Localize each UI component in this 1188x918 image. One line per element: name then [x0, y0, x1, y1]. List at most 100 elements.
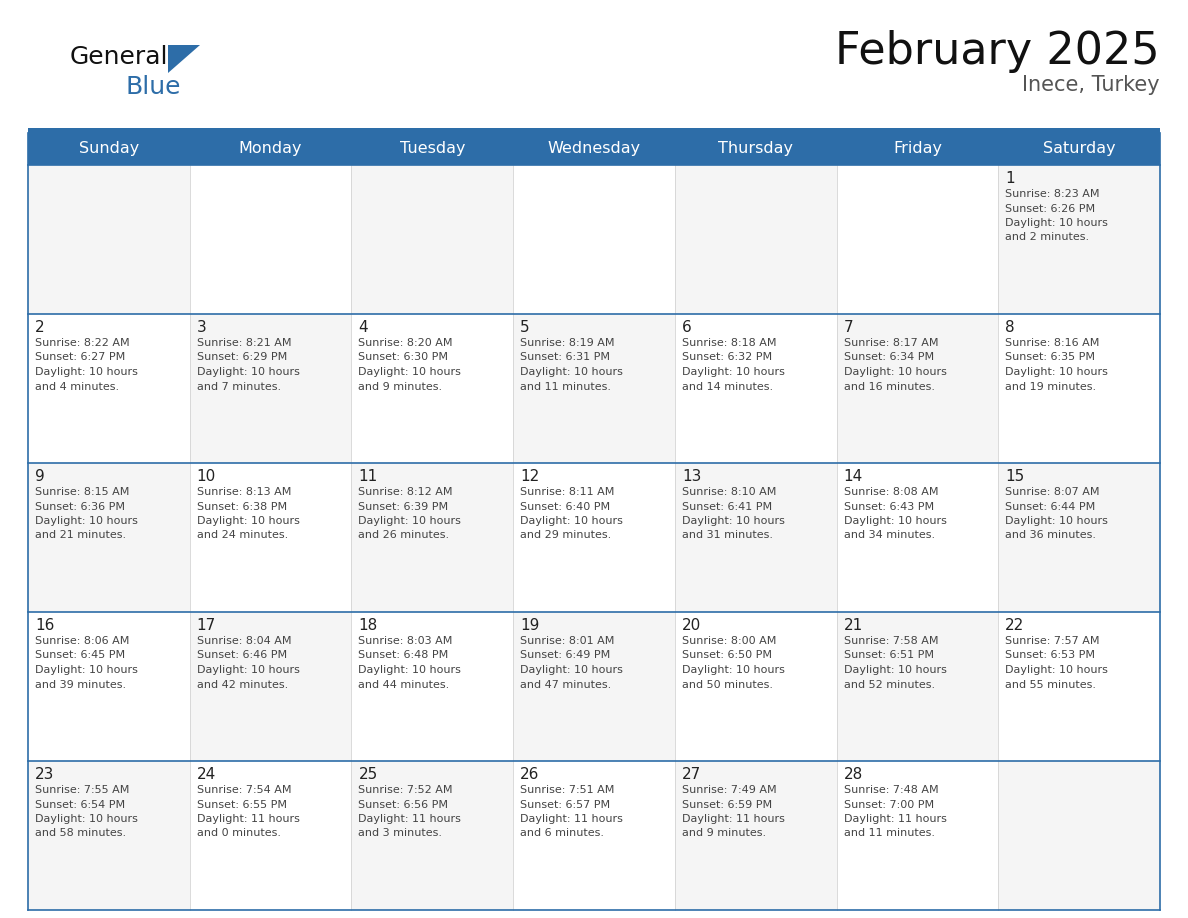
- Bar: [513, 314, 675, 463]
- Bar: [29, 612, 190, 761]
- Text: 1: 1: [1005, 171, 1015, 186]
- Bar: [998, 463, 1159, 612]
- Text: Sunset: 6:56 PM: Sunset: 6:56 PM: [359, 800, 448, 810]
- Text: Daylight: 10 hours: Daylight: 10 hours: [34, 814, 138, 824]
- Text: Sunset: 6:54 PM: Sunset: 6:54 PM: [34, 800, 125, 810]
- Text: 6: 6: [682, 320, 691, 335]
- Text: Daylight: 10 hours: Daylight: 10 hours: [843, 665, 947, 675]
- Text: Inece, Turkey: Inece, Turkey: [1023, 75, 1159, 95]
- Text: 4: 4: [359, 320, 368, 335]
- Bar: [513, 761, 675, 910]
- Text: and 52 minutes.: and 52 minutes.: [843, 679, 935, 689]
- Text: Sunset: 6:38 PM: Sunset: 6:38 PM: [197, 501, 286, 511]
- Text: Sunset: 6:30 PM: Sunset: 6:30 PM: [359, 353, 448, 363]
- Text: and 31 minutes.: and 31 minutes.: [682, 531, 773, 541]
- Text: General: General: [70, 45, 169, 69]
- Text: Daylight: 10 hours: Daylight: 10 hours: [359, 367, 461, 377]
- Text: Wednesday: Wednesday: [548, 141, 640, 156]
- Bar: [29, 314, 190, 463]
- Text: and 7 minutes.: and 7 minutes.: [197, 382, 280, 391]
- Text: and 21 minutes.: and 21 minutes.: [34, 531, 126, 541]
- Text: Thursday: Thursday: [719, 141, 794, 156]
- Text: 21: 21: [843, 618, 862, 633]
- Text: and 29 minutes.: and 29 minutes.: [520, 531, 612, 541]
- Bar: [998, 165, 1159, 314]
- Text: 22: 22: [1005, 618, 1024, 633]
- Text: Sunrise: 7:49 AM: Sunrise: 7:49 AM: [682, 785, 777, 795]
- Text: Daylight: 10 hours: Daylight: 10 hours: [1005, 665, 1108, 675]
- Text: Sunset: 6:35 PM: Sunset: 6:35 PM: [1005, 353, 1095, 363]
- Text: Sunrise: 8:20 AM: Sunrise: 8:20 AM: [359, 338, 453, 348]
- Text: 12: 12: [520, 469, 539, 484]
- Text: 26: 26: [520, 767, 539, 782]
- Text: Daylight: 11 hours: Daylight: 11 hours: [197, 814, 299, 824]
- Text: and 16 minutes.: and 16 minutes.: [843, 382, 935, 391]
- Polygon shape: [168, 45, 200, 73]
- Bar: [29, 133, 1159, 165]
- Text: Daylight: 11 hours: Daylight: 11 hours: [682, 814, 785, 824]
- Text: and 11 minutes.: and 11 minutes.: [843, 829, 935, 838]
- Text: Sunrise: 8:22 AM: Sunrise: 8:22 AM: [34, 338, 129, 348]
- Text: Daylight: 10 hours: Daylight: 10 hours: [197, 516, 299, 526]
- Text: Sunrise: 8:06 AM: Sunrise: 8:06 AM: [34, 636, 129, 646]
- Text: 5: 5: [520, 320, 530, 335]
- Bar: [675, 314, 836, 463]
- Text: Sunrise: 8:18 AM: Sunrise: 8:18 AM: [682, 338, 776, 348]
- Text: 13: 13: [682, 469, 701, 484]
- Text: Sunrise: 8:13 AM: Sunrise: 8:13 AM: [197, 487, 291, 497]
- Text: 25: 25: [359, 767, 378, 782]
- Text: Monday: Monday: [239, 141, 302, 156]
- Bar: [352, 165, 513, 314]
- Bar: [190, 761, 352, 910]
- Text: 7: 7: [843, 320, 853, 335]
- Text: and 44 minutes.: and 44 minutes.: [359, 679, 450, 689]
- Text: Sunset: 6:41 PM: Sunset: 6:41 PM: [682, 501, 772, 511]
- Text: Sunset: 6:34 PM: Sunset: 6:34 PM: [843, 353, 934, 363]
- Text: Sunrise: 8:00 AM: Sunrise: 8:00 AM: [682, 636, 776, 646]
- Text: Sunset: 6:53 PM: Sunset: 6:53 PM: [1005, 651, 1095, 660]
- Text: 19: 19: [520, 618, 539, 633]
- Text: Daylight: 10 hours: Daylight: 10 hours: [1005, 218, 1108, 228]
- Bar: [352, 612, 513, 761]
- Text: Sunrise: 8:08 AM: Sunrise: 8:08 AM: [843, 487, 939, 497]
- Text: Sunset: 6:44 PM: Sunset: 6:44 PM: [1005, 501, 1095, 511]
- Text: Sunset: 6:29 PM: Sunset: 6:29 PM: [197, 353, 287, 363]
- Text: Sunset: 6:49 PM: Sunset: 6:49 PM: [520, 651, 611, 660]
- Text: Daylight: 10 hours: Daylight: 10 hours: [1005, 516, 1108, 526]
- Bar: [675, 761, 836, 910]
- Text: 10: 10: [197, 469, 216, 484]
- Text: Daylight: 11 hours: Daylight: 11 hours: [843, 814, 947, 824]
- Text: 17: 17: [197, 618, 216, 633]
- Text: Tuesday: Tuesday: [399, 141, 465, 156]
- Text: Sunset: 6:27 PM: Sunset: 6:27 PM: [34, 353, 125, 363]
- Bar: [190, 463, 352, 612]
- Text: 28: 28: [843, 767, 862, 782]
- Text: Daylight: 10 hours: Daylight: 10 hours: [682, 516, 785, 526]
- Text: Sunrise: 7:55 AM: Sunrise: 7:55 AM: [34, 785, 129, 795]
- Text: and 3 minutes.: and 3 minutes.: [359, 829, 442, 838]
- Bar: [29, 463, 190, 612]
- Bar: [190, 165, 352, 314]
- Text: and 26 minutes.: and 26 minutes.: [359, 531, 449, 541]
- Text: Daylight: 10 hours: Daylight: 10 hours: [843, 367, 947, 377]
- Text: 8: 8: [1005, 320, 1015, 335]
- Text: 18: 18: [359, 618, 378, 633]
- Text: Daylight: 10 hours: Daylight: 10 hours: [520, 665, 623, 675]
- Bar: [190, 314, 352, 463]
- Bar: [836, 612, 998, 761]
- Text: Sunset: 6:31 PM: Sunset: 6:31 PM: [520, 353, 611, 363]
- Text: Sunday: Sunday: [78, 141, 139, 156]
- Text: Sunset: 6:36 PM: Sunset: 6:36 PM: [34, 501, 125, 511]
- Bar: [675, 165, 836, 314]
- Text: and 55 minutes.: and 55 minutes.: [1005, 679, 1097, 689]
- Text: Sunrise: 8:01 AM: Sunrise: 8:01 AM: [520, 636, 614, 646]
- Bar: [675, 612, 836, 761]
- Text: and 4 minutes.: and 4 minutes.: [34, 382, 119, 391]
- Text: and 2 minutes.: and 2 minutes.: [1005, 232, 1089, 242]
- Text: 24: 24: [197, 767, 216, 782]
- Bar: [836, 463, 998, 612]
- Text: 20: 20: [682, 618, 701, 633]
- Text: Daylight: 10 hours: Daylight: 10 hours: [1005, 367, 1108, 377]
- Text: Blue: Blue: [125, 75, 181, 99]
- Text: Daylight: 10 hours: Daylight: 10 hours: [520, 367, 623, 377]
